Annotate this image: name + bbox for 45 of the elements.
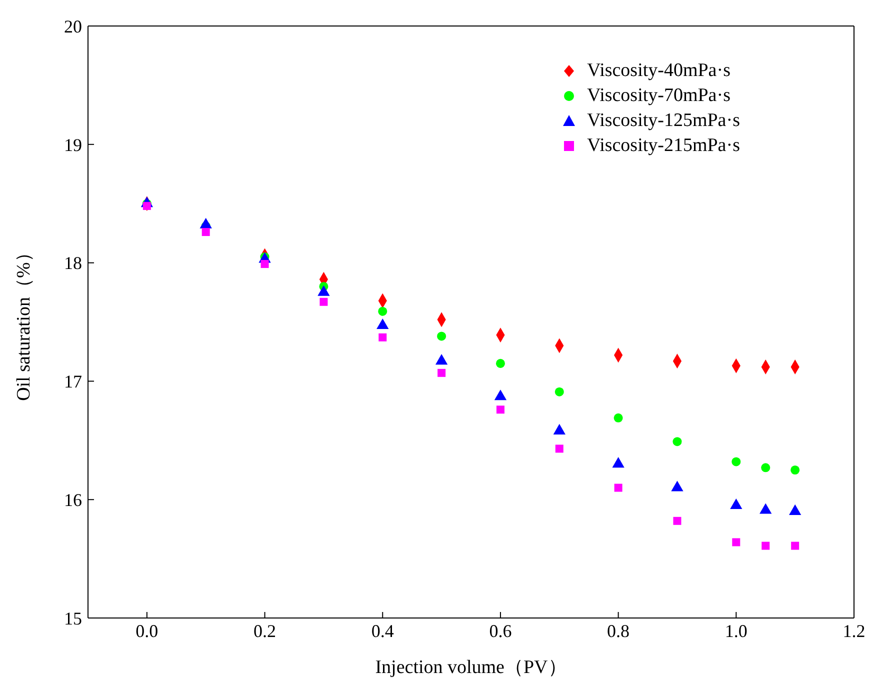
y-tick-label: 15 — [64, 608, 82, 628]
x-tick-label: 0.6 — [489, 620, 512, 641]
point — [762, 542, 770, 550]
point — [378, 306, 388, 316]
y-axis-title: Oil saturation（%） — [14, 243, 35, 401]
x-tick-label: 1.0 — [724, 620, 748, 641]
x-axis-title: Injection volume（PV） — [375, 657, 567, 678]
point — [494, 390, 507, 400]
legend-label: Viscosity-125mPa·s — [587, 109, 740, 133]
point — [614, 484, 622, 492]
point — [260, 260, 269, 268]
point — [732, 457, 741, 466]
x-tick-label: 1.2 — [842, 620, 866, 641]
point — [612, 457, 624, 468]
legend-label: Viscosity-70mPa·s — [587, 84, 730, 108]
point — [673, 516, 682, 525]
point — [202, 228, 210, 236]
point — [496, 358, 505, 368]
point — [790, 465, 800, 475]
x-tick-label: 0.4 — [371, 620, 394, 641]
point — [614, 413, 623, 422]
x-tick-label: 0.8 — [607, 620, 630, 641]
point — [732, 538, 740, 546]
point — [554, 387, 564, 396]
point — [730, 498, 742, 510]
x-tick-label: 0.0 — [136, 620, 158, 641]
point — [437, 332, 446, 341]
point — [761, 463, 770, 472]
point — [791, 542, 800, 550]
legend-label: Viscosity-215mPa·s — [587, 134, 740, 158]
y-tick-label: 16 — [64, 490, 82, 510]
y-tick-label: 19 — [64, 134, 82, 155]
point — [555, 444, 564, 453]
point — [438, 368, 446, 377]
x-tick-label: 0.2 — [254, 620, 276, 641]
y-tick-label: 20 — [64, 16, 82, 36]
point — [378, 333, 387, 342]
y-tick-label: 17 — [64, 372, 82, 392]
y-tick-label: 18 — [64, 253, 82, 274]
point — [672, 437, 682, 446]
point — [376, 318, 389, 330]
point — [496, 406, 504, 414]
point — [435, 354, 448, 365]
legend-label: Viscosity-40mPa·s — [587, 59, 730, 83]
point — [320, 298, 328, 306]
